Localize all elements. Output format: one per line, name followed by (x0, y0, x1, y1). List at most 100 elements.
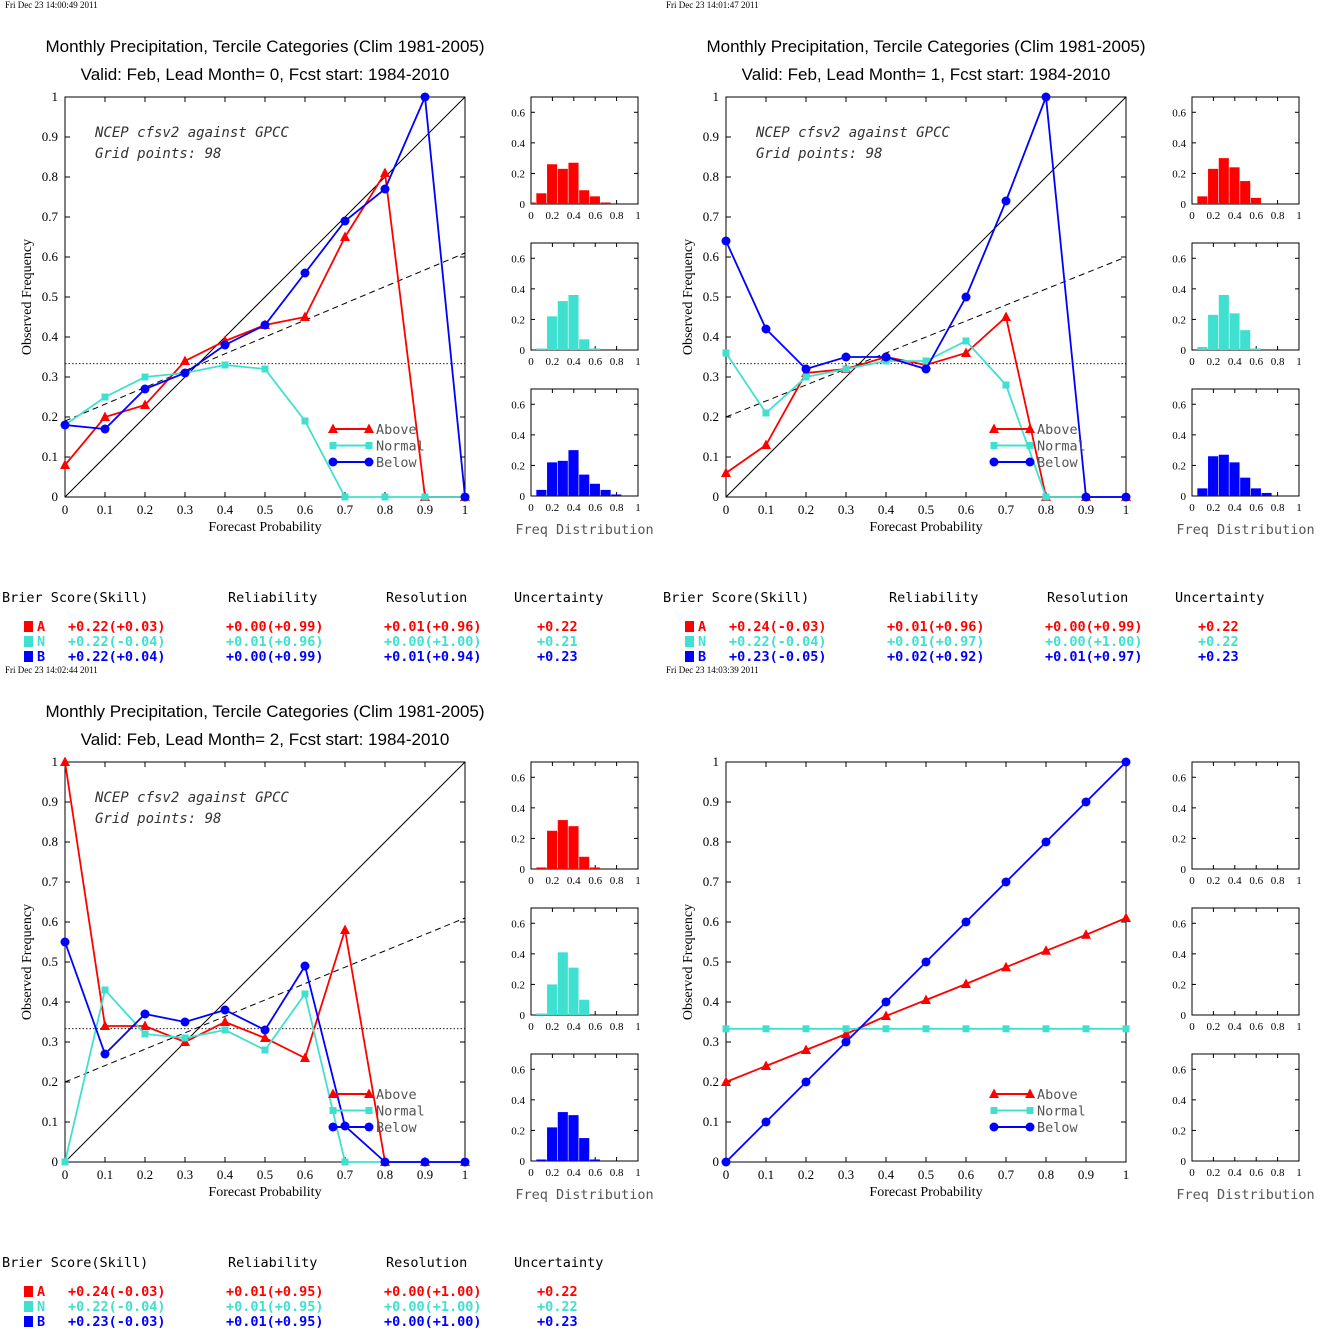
histogram-bar-below (600, 489, 611, 496)
stats-row-tag: N (685, 634, 706, 650)
data-point-normal (221, 1026, 229, 1034)
chart-subtitle: Valid: Feb, Lead Month= 1, Fcst start: 1… (741, 65, 1111, 84)
hist-y-tick-label: 0.4 (1172, 1095, 1186, 1107)
data-point-above (961, 347, 971, 357)
hist-y-tick-label: 0.2 (1172, 314, 1186, 326)
x-tick-label: 0.6 (297, 1167, 314, 1182)
hist-x-tick-label: 1 (1296, 875, 1302, 887)
hist-y-tick-label: 0 (520, 491, 526, 503)
data-point-below (761, 324, 771, 334)
histogram-bar-above (1208, 168, 1219, 204)
data-point-normal (341, 493, 349, 501)
stats-category: N (37, 1298, 46, 1315)
hist-y-tick-label: 0.2 (1172, 833, 1186, 845)
histogram-bar-normal (536, 348, 547, 350)
hist-x-tick-label: 0.2 (546, 1021, 560, 1033)
data-point-below (881, 352, 891, 362)
hist-y-tick-label: 0.2 (511, 460, 525, 472)
data-point-above (140, 1020, 150, 1030)
data-point-below (961, 917, 971, 927)
histogram-bar-above (568, 162, 579, 204)
data-point-below (180, 368, 190, 378)
histogram-bar-normal (1240, 330, 1251, 350)
data-point-above (1121, 912, 1131, 922)
data-point-below (921, 957, 931, 967)
histogram-bar-below (589, 483, 600, 496)
y-tick-label: 0.6 (42, 914, 59, 929)
hist-y-tick-label: 0 (520, 1156, 526, 1168)
stats-header: Reliability (228, 1255, 318, 1271)
data-point-above (1001, 961, 1011, 972)
x-tick-label: 0.5 (918, 502, 934, 517)
data-point-normal (762, 409, 770, 417)
legend-marker-above (364, 423, 374, 433)
x-tick-label: 0.8 (377, 502, 393, 517)
timestamp: Fri Dec 23 14:03:39 2011 (666, 665, 759, 675)
hist-x-tick-label: 0.8 (610, 210, 624, 222)
stats-row-tag: A (24, 1284, 45, 1300)
data-point-below (1081, 492, 1091, 502)
histogram-bar-above (557, 820, 568, 869)
legend-label-above: Above (1037, 1087, 1078, 1103)
x-tick-label: 0.2 (137, 502, 153, 517)
hist-y-tick-label: 0.6 (511, 772, 525, 784)
stats-value-res: +0.01(+0.97) (1045, 648, 1143, 665)
data-point-below (420, 1157, 430, 1167)
stats-header: Brier Score(Skill) (2, 590, 149, 606)
legend-label-normal: Normal (1037, 439, 1086, 455)
stats-value-rel: +0.01(+0.95) (226, 1313, 324, 1330)
hist-y-tick-label: 0.6 (511, 1064, 525, 1076)
histogram-bar-above (589, 867, 600, 869)
stats-category: B (37, 648, 46, 665)
hist-x-tick-label: 0.8 (610, 875, 624, 887)
histogram-bar-above (536, 193, 547, 204)
x-tick-label: 0.1 (97, 1167, 113, 1182)
x-tick-label: 0.6 (958, 1167, 975, 1182)
data-point-normal (141, 1030, 149, 1038)
hist-y-tick-label: 0.2 (511, 1125, 525, 1137)
legend-marker-normal (1026, 442, 1034, 449)
stats-value-rel: +0.01(+0.95) (226, 1298, 324, 1315)
histogram-bar-above (1229, 167, 1240, 204)
stats-color-swatch (685, 635, 694, 647)
data-point-normal (181, 1034, 189, 1042)
hist-y-tick-label: 0 (520, 199, 526, 211)
y-tick-label: 0.9 (703, 129, 719, 144)
x-axis-label: Forecast Probability (208, 520, 321, 535)
hist-x-tick-label: 0.6 (588, 210, 602, 222)
histogram-bar-normal (568, 294, 579, 350)
annotation-gridpoints: Grid points: 98 (95, 811, 221, 827)
hist-x-tick-label: 0 (1189, 210, 1195, 222)
hist-x-tick-label: 1 (635, 210, 641, 222)
annotation-model: NCEP cfsv2 against GPCC (94, 790, 289, 806)
x-tick-label: 0.7 (998, 502, 1015, 517)
hist-x-tick-label: 0.4 (567, 210, 581, 222)
panel-reference: Fri Dec 23 14:03:39 2011 0 0 0.1 0.1 0.2 0.2 0… (661, 665, 1322, 1330)
x-tick-label: 1 (1123, 1167, 1130, 1182)
stats-value-rel: +0.02(+0.92) (887, 648, 985, 665)
hist-x-tick-label: 0.6 (588, 1021, 602, 1033)
stats-value-res: +0.00(+1.00) (384, 1284, 482, 1300)
y-tick-label: 0.2 (42, 409, 58, 424)
hist-x-tick-label: 0.2 (1207, 1021, 1221, 1033)
hist-x-tick-label: 0 (1189, 356, 1195, 368)
data-point-below (881, 997, 891, 1007)
y-tick-label: 0 (52, 1154, 59, 1169)
data-point-below (340, 216, 350, 226)
data-point-normal (341, 1158, 349, 1166)
data-point-normal (1082, 1025, 1090, 1033)
hist-y-tick-label: 0.6 (1172, 253, 1186, 265)
stats-category: N (698, 633, 707, 650)
x-tick-label: 0.8 (1038, 1167, 1054, 1182)
data-point-below (460, 1157, 470, 1167)
legend-label-below: Below (1037, 1120, 1079, 1136)
hist-x-tick-label: 1 (635, 502, 641, 514)
stats-value-brier: +0.22(-0.04) (729, 633, 827, 650)
y-tick-label: 0.1 (42, 449, 58, 464)
data-point-below (921, 364, 931, 374)
data-point-below (961, 292, 971, 302)
hist-x-tick-label: 0.6 (1249, 1021, 1263, 1033)
x-tick-label: 0.8 (377, 1167, 393, 1182)
data-point-above (340, 231, 350, 241)
hist-y-tick-label: 0.4 (511, 138, 525, 150)
